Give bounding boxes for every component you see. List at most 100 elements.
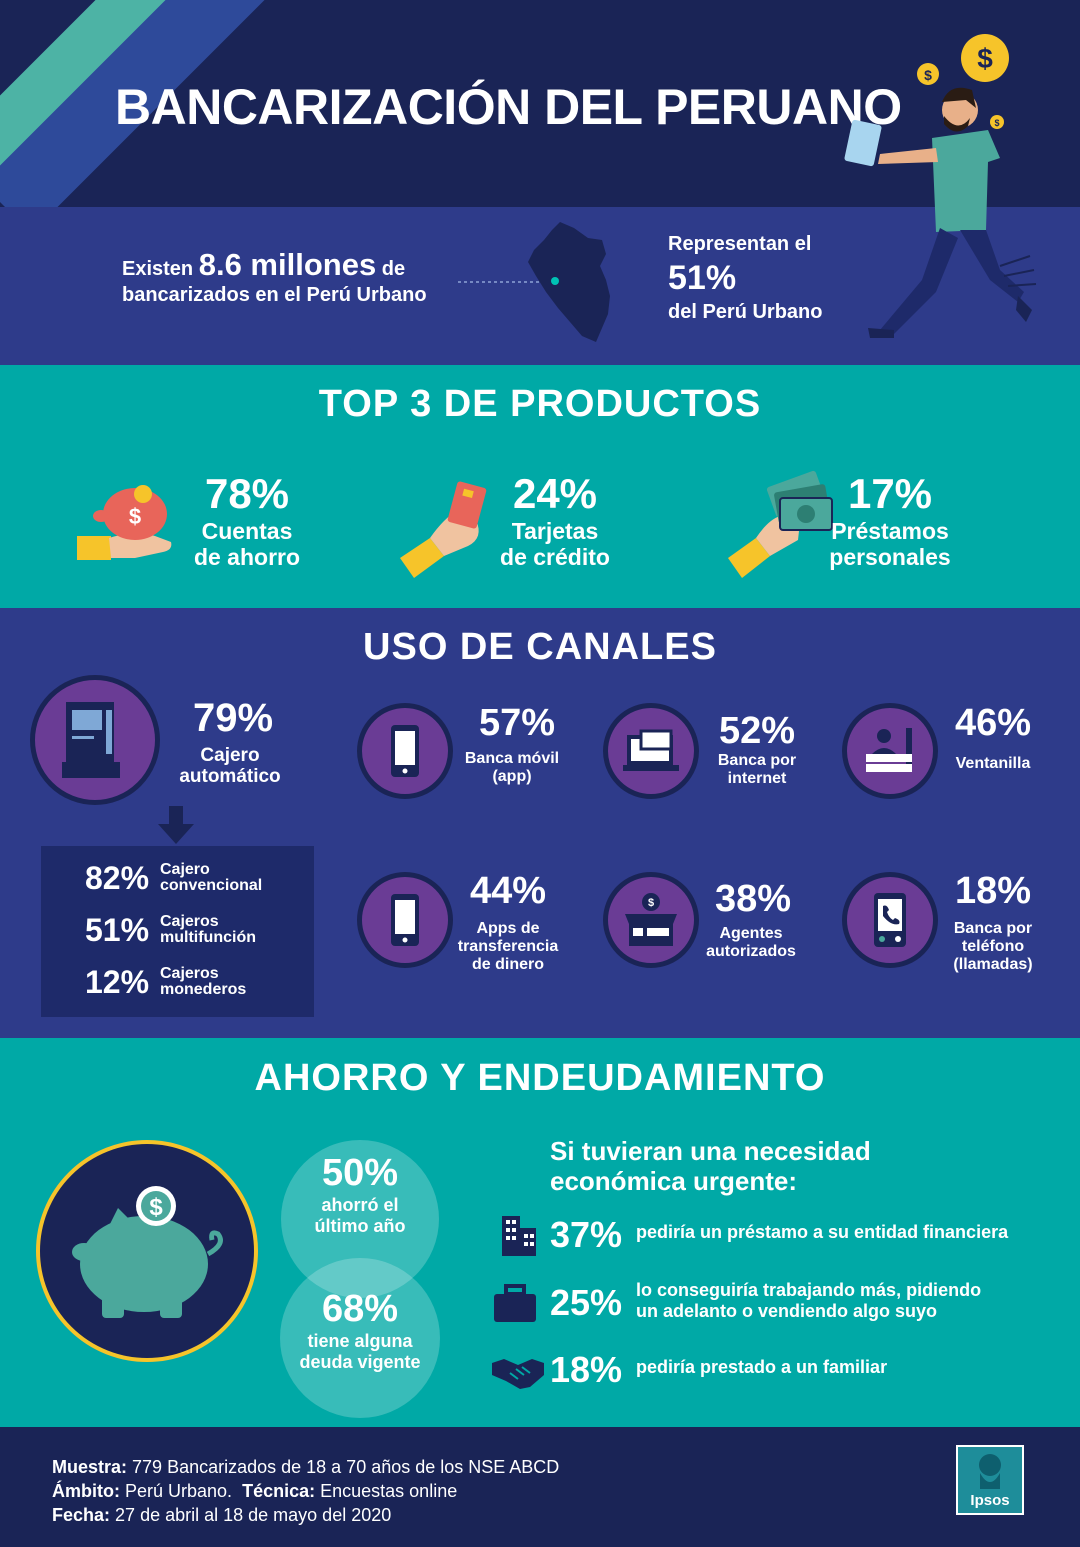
product-savings: 78% Cuentas de ahorro xyxy=(162,470,332,570)
breakdown-label-line: Cajero xyxy=(160,861,210,878)
channel-agents-circle: $ xyxy=(603,872,699,968)
phone-call-icon xyxy=(874,893,906,947)
bubble-label: ahorró el xyxy=(321,1195,399,1215)
ipsos-logo: Ipsos xyxy=(956,1445,1024,1515)
atm-circle xyxy=(30,675,160,805)
need-text-line: lo conseguiría trabajando más, pidiendo xyxy=(636,1280,982,1300)
channel-label-line: (app) xyxy=(492,768,532,785)
need-pct: 18% xyxy=(550,1349,623,1390)
top3-section xyxy=(0,365,1080,608)
breakdown-label-line: monederos xyxy=(160,981,247,998)
need-text-line: pediría prestado a un familiar xyxy=(636,1357,888,1377)
need-row: 37% pediría un préstamo a su entidad fin… xyxy=(490,1210,1070,1260)
channel-label: Banca móvil (app) xyxy=(437,750,587,786)
canales-title: USO DE CANALES xyxy=(363,626,717,668)
product-label: Préstamos xyxy=(831,518,949,544)
building-icon xyxy=(502,1216,536,1256)
breakdown-label: Cajero convencional xyxy=(160,862,262,894)
breakdown-label: Cajeros monederos xyxy=(160,966,246,998)
product-pct: 78% xyxy=(204,470,290,517)
channel-label-line: Ventanilla xyxy=(955,755,1031,772)
breakdown-pct: 12% xyxy=(85,964,150,1000)
intro-band xyxy=(0,207,1080,365)
piggy-circle: $ xyxy=(36,1140,258,1362)
svg-text:$: $ xyxy=(648,897,654,909)
smartphone-icon xyxy=(391,725,419,777)
need-text: pediría un préstamo a su entidad financi… xyxy=(636,1222,1008,1243)
svg-text:$: $ xyxy=(149,1194,163,1221)
product-label: Cuentas xyxy=(201,518,293,544)
briefcase-icon xyxy=(494,1284,536,1322)
smartphone-icon xyxy=(391,894,419,946)
peru-map-icon xyxy=(528,222,610,342)
footer-methodology: Muestra: 779 Bancarizados de 18 a 70 año… xyxy=(52,1455,559,1527)
need-title-line: económica urgente: xyxy=(550,1166,798,1196)
channel-phone-circle xyxy=(842,872,938,968)
product-pct: 24% xyxy=(512,470,598,517)
man-with-card-illustration: $ $ $ xyxy=(844,34,1037,338)
intro-stat-right: Representan el 51% del Perú Urbano xyxy=(668,230,822,326)
breakdown-label: Cajeros multifunción xyxy=(160,914,256,946)
bubble-pct: 50% xyxy=(321,1152,399,1194)
product-pct: 17% xyxy=(847,470,933,517)
breakdown-label-line: convencional xyxy=(160,877,263,894)
breakdown-label-line: Cajeros xyxy=(160,913,219,930)
intro-right-big: 51% xyxy=(668,259,737,297)
need-title: Si tuvieran una necesidad económica urge… xyxy=(550,1136,871,1196)
bubble-pct: 68% xyxy=(321,1288,399,1330)
cajero-pct: 79% xyxy=(192,696,274,740)
laptop-chat-icon xyxy=(623,729,679,771)
breakdown-label-line: Cajeros xyxy=(160,965,219,982)
footer-label: Fecha: xyxy=(52,1505,111,1525)
channel-label-line: internet xyxy=(727,770,787,787)
credit-card-hand-icon xyxy=(400,481,487,578)
channel-transfer-circle xyxy=(357,872,453,968)
channel-label-line: Banca por xyxy=(953,920,1033,937)
channel-label-line: autorizados xyxy=(706,943,796,960)
channel-label: Banca por internet xyxy=(682,752,832,788)
product-label: de ahorro xyxy=(193,544,301,570)
intro-suffix: de xyxy=(381,258,406,280)
cajero-label: Cajero automático xyxy=(155,745,305,787)
breakdown-pct: 51% xyxy=(85,912,150,948)
cajero-label-line: Cajero xyxy=(200,745,260,766)
svg-text:$: $ xyxy=(977,43,993,74)
footer-label: Muestra: xyxy=(52,1457,128,1477)
product-label: Tarjetas xyxy=(511,518,599,544)
product-label: personales xyxy=(829,544,951,570)
top3-title: TOP 3 DE PRODUCTOS xyxy=(318,383,762,425)
breakdown-label-line: multifunción xyxy=(160,929,256,946)
intro-prefix: Existen xyxy=(122,258,194,280)
channel-label-line: teléfono xyxy=(961,938,1025,955)
bubble-label: deuda vigente xyxy=(299,1352,421,1372)
arrow-down-icon xyxy=(158,806,194,844)
channel-label: Apps de transferencia de dinero xyxy=(433,920,583,974)
need-pct: 37% xyxy=(550,1214,623,1255)
intro-line2: bancarizados en el Perú Urbano xyxy=(122,284,427,306)
channel-pct: 18% xyxy=(954,870,1032,912)
intro-stat-left: Existen 8.6 millones de bancarizados en … xyxy=(122,249,427,308)
need-row: 18% pediría prestado a un familiar xyxy=(490,1345,1070,1395)
cajero-label-line: automático xyxy=(179,766,281,787)
product-credit-cards: 24% Tarjetas de crédito xyxy=(470,470,640,570)
channel-label: Banca por teléfono (llamadas) xyxy=(918,920,1068,974)
has-debt-bubble: 68% tiene alguna deuda vigente xyxy=(280,1258,440,1418)
footer-value: 27 de abril al 18 de mayo del 2020 xyxy=(115,1505,392,1525)
need-text: pediría prestado a un familiar xyxy=(636,1357,887,1378)
page-title: BANCARIZACIÓN DEL PERUANO xyxy=(115,79,902,135)
channel-label: Ventanilla xyxy=(918,755,1068,773)
need-pct: 25% xyxy=(550,1282,623,1323)
piggy-bank-hand-icon: $ xyxy=(77,485,172,560)
piggy-bank-icon: $ xyxy=(72,1186,223,1318)
channel-pct: 52% xyxy=(718,710,796,752)
footer xyxy=(0,1427,1080,1547)
cajero-breakdown-box: 82% Cajero convencional 51% Cajeros multif… xyxy=(41,846,314,1017)
product-personal-loans: 17% Préstamos personales xyxy=(805,470,975,570)
channel-label-line: transferencia xyxy=(457,938,559,955)
svg-text:$: $ xyxy=(994,118,999,128)
header-banner xyxy=(0,0,1080,207)
teller-window-icon xyxy=(866,728,912,772)
intro-right-line1: Representan el xyxy=(668,233,812,255)
footer-value: Encuestas online xyxy=(320,1481,458,1501)
dotted-connector xyxy=(458,281,553,283)
